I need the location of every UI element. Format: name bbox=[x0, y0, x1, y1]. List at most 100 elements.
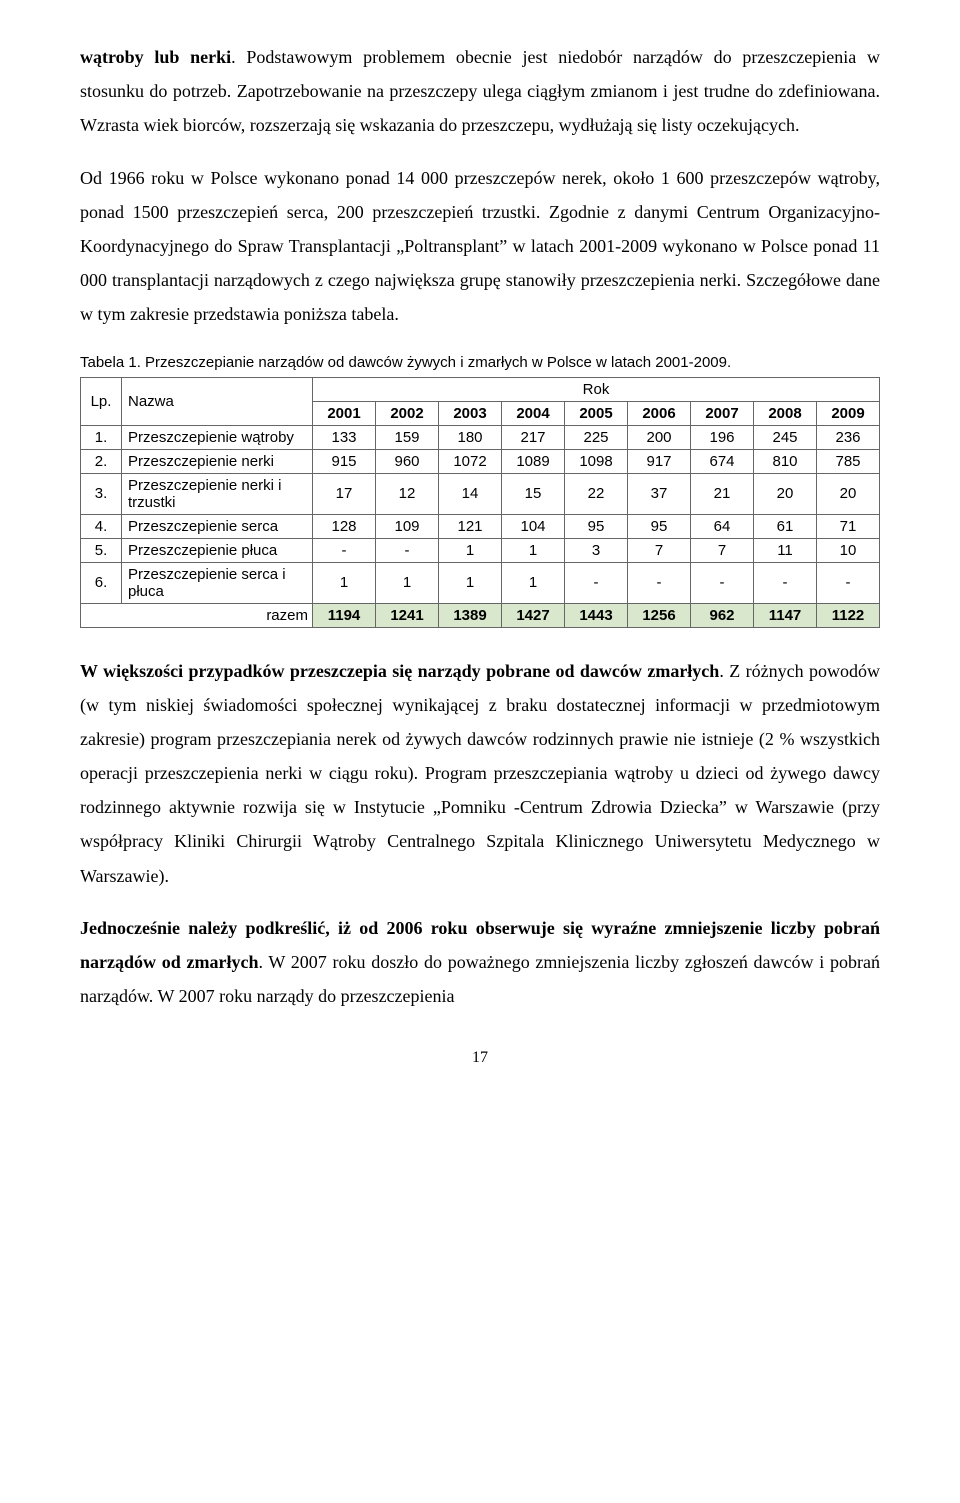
cell-val: 121 bbox=[439, 514, 502, 538]
razem-val: 1147 bbox=[754, 603, 817, 627]
th-year: 2004 bbox=[502, 401, 565, 425]
cell-val: 104 bbox=[502, 514, 565, 538]
cell-val: - bbox=[628, 562, 691, 603]
cell-val: 95 bbox=[628, 514, 691, 538]
cell-val: - bbox=[313, 538, 376, 562]
cell-name: Przeszczepienie serca i płuca bbox=[122, 562, 313, 603]
transplant-table: Lp. Nazwa Rok 2001 2002 2003 2004 2005 2… bbox=[80, 377, 880, 628]
cell-val: 1 bbox=[313, 562, 376, 603]
table-row-total: razem 1194 1241 1389 1427 1443 1256 962 … bbox=[81, 603, 880, 627]
cell-val: 917 bbox=[628, 449, 691, 473]
cell-val: 159 bbox=[376, 425, 439, 449]
table-row: 6. Przeszczepienie serca i płuca 1 1 1 1… bbox=[81, 562, 880, 603]
cell-val: 20 bbox=[817, 473, 880, 514]
paragraph-3: W większości przypadków przeszczepia się… bbox=[80, 654, 880, 893]
cell-val: 1089 bbox=[502, 449, 565, 473]
razem-val: 1122 bbox=[817, 603, 880, 627]
para3-text: . Z różnych powodów (w tym niskiej świad… bbox=[80, 661, 880, 886]
cell-val: 14 bbox=[439, 473, 502, 514]
cell-val: 7 bbox=[691, 538, 754, 562]
cell-lp: 5. bbox=[81, 538, 122, 562]
cell-val: 10 bbox=[817, 538, 880, 562]
cell-val: 915 bbox=[313, 449, 376, 473]
cell-val: 1 bbox=[439, 562, 502, 603]
cell-val: 674 bbox=[691, 449, 754, 473]
cell-val: 64 bbox=[691, 514, 754, 538]
cell-lp: 3. bbox=[81, 473, 122, 514]
cell-val: - bbox=[754, 562, 817, 603]
razem-val: 1241 bbox=[376, 603, 439, 627]
cell-val: 236 bbox=[817, 425, 880, 449]
cell-name: Przeszczepienie nerki bbox=[122, 449, 313, 473]
cell-val: 245 bbox=[754, 425, 817, 449]
cell-val: 3 bbox=[565, 538, 628, 562]
th-lp: Lp. bbox=[81, 377, 122, 425]
razem-val: 962 bbox=[691, 603, 754, 627]
cell-val: 1 bbox=[376, 562, 439, 603]
cell-val: - bbox=[817, 562, 880, 603]
th-year: 2007 bbox=[691, 401, 754, 425]
table-caption: Tabela 1. Przeszczepianie narządów od da… bbox=[80, 354, 880, 371]
razem-val: 1389 bbox=[439, 603, 502, 627]
cell-val: 21 bbox=[691, 473, 754, 514]
cell-val: 11 bbox=[754, 538, 817, 562]
cell-name: Przeszczepienie płuca bbox=[122, 538, 313, 562]
table-row: 2. Przeszczepienie nerki 915 960 1072 10… bbox=[81, 449, 880, 473]
cell-val: 22 bbox=[565, 473, 628, 514]
cell-val: 196 bbox=[691, 425, 754, 449]
cell-val: 95 bbox=[565, 514, 628, 538]
paragraph-2: Od 1966 roku w Polsce wykonano ponad 14 … bbox=[80, 161, 880, 332]
razem-val: 1194 bbox=[313, 603, 376, 627]
razem-val: 1427 bbox=[502, 603, 565, 627]
cell-val: 109 bbox=[376, 514, 439, 538]
cell-name: Przeszczepienie wątroby bbox=[122, 425, 313, 449]
cell-val: 180 bbox=[439, 425, 502, 449]
cell-lp: 2. bbox=[81, 449, 122, 473]
cell-lp: 1. bbox=[81, 425, 122, 449]
cell-val: 37 bbox=[628, 473, 691, 514]
th-year: 2008 bbox=[754, 401, 817, 425]
razem-val: 1256 bbox=[628, 603, 691, 627]
cell-val: 17 bbox=[313, 473, 376, 514]
cell-val: 61 bbox=[754, 514, 817, 538]
cell-val: 15 bbox=[502, 473, 565, 514]
cell-val: 133 bbox=[313, 425, 376, 449]
cell-val: 1 bbox=[439, 538, 502, 562]
cell-val: - bbox=[565, 562, 628, 603]
cell-val: 20 bbox=[754, 473, 817, 514]
th-year: 2001 bbox=[313, 401, 376, 425]
cell-val: 217 bbox=[502, 425, 565, 449]
cell-val: 128 bbox=[313, 514, 376, 538]
cell-val: 200 bbox=[628, 425, 691, 449]
table-row: 4. Przeszczepienie serca 128 109 121 104… bbox=[81, 514, 880, 538]
paragraph-4: Jednocześnie należy podkreślić, iż od 20… bbox=[80, 911, 880, 1014]
cell-val: 810 bbox=[754, 449, 817, 473]
cell-val: 1 bbox=[502, 562, 565, 603]
cell-val: - bbox=[376, 538, 439, 562]
para3-bold: W większości przypadków przeszczepia się… bbox=[80, 661, 719, 681]
cell-val: 1 bbox=[502, 538, 565, 562]
th-rok: Rok bbox=[313, 377, 880, 401]
th-year: 2003 bbox=[439, 401, 502, 425]
cell-lp: 6. bbox=[81, 562, 122, 603]
th-year: 2009 bbox=[817, 401, 880, 425]
cell-val: 960 bbox=[376, 449, 439, 473]
cell-lp: 4. bbox=[81, 514, 122, 538]
cell-val: 1098 bbox=[565, 449, 628, 473]
cell-val: 12 bbox=[376, 473, 439, 514]
paragraph-1: wątroby lub nerki. Podstawowym problemem… bbox=[80, 40, 880, 143]
cell-val: 1072 bbox=[439, 449, 502, 473]
table-row: 1. Przeszczepienie wątroby 133 159 180 2… bbox=[81, 425, 880, 449]
cell-name: Przeszczepienie serca bbox=[122, 514, 313, 538]
page-number: 17 bbox=[80, 1049, 880, 1067]
razem-val: 1443 bbox=[565, 603, 628, 627]
cell-name: Przeszczepienie nerki i trzustki bbox=[122, 473, 313, 514]
cell-val: - bbox=[691, 562, 754, 603]
th-year: 2002 bbox=[376, 401, 439, 425]
th-name: Nazwa bbox=[122, 377, 313, 425]
th-year: 2005 bbox=[565, 401, 628, 425]
table-row: 5. Przeszczepienie płuca - - 1 1 3 7 7 1… bbox=[81, 538, 880, 562]
cell-val: 785 bbox=[817, 449, 880, 473]
para1-bold: wątroby lub nerki bbox=[80, 47, 231, 67]
razem-label: razem bbox=[81, 603, 313, 627]
